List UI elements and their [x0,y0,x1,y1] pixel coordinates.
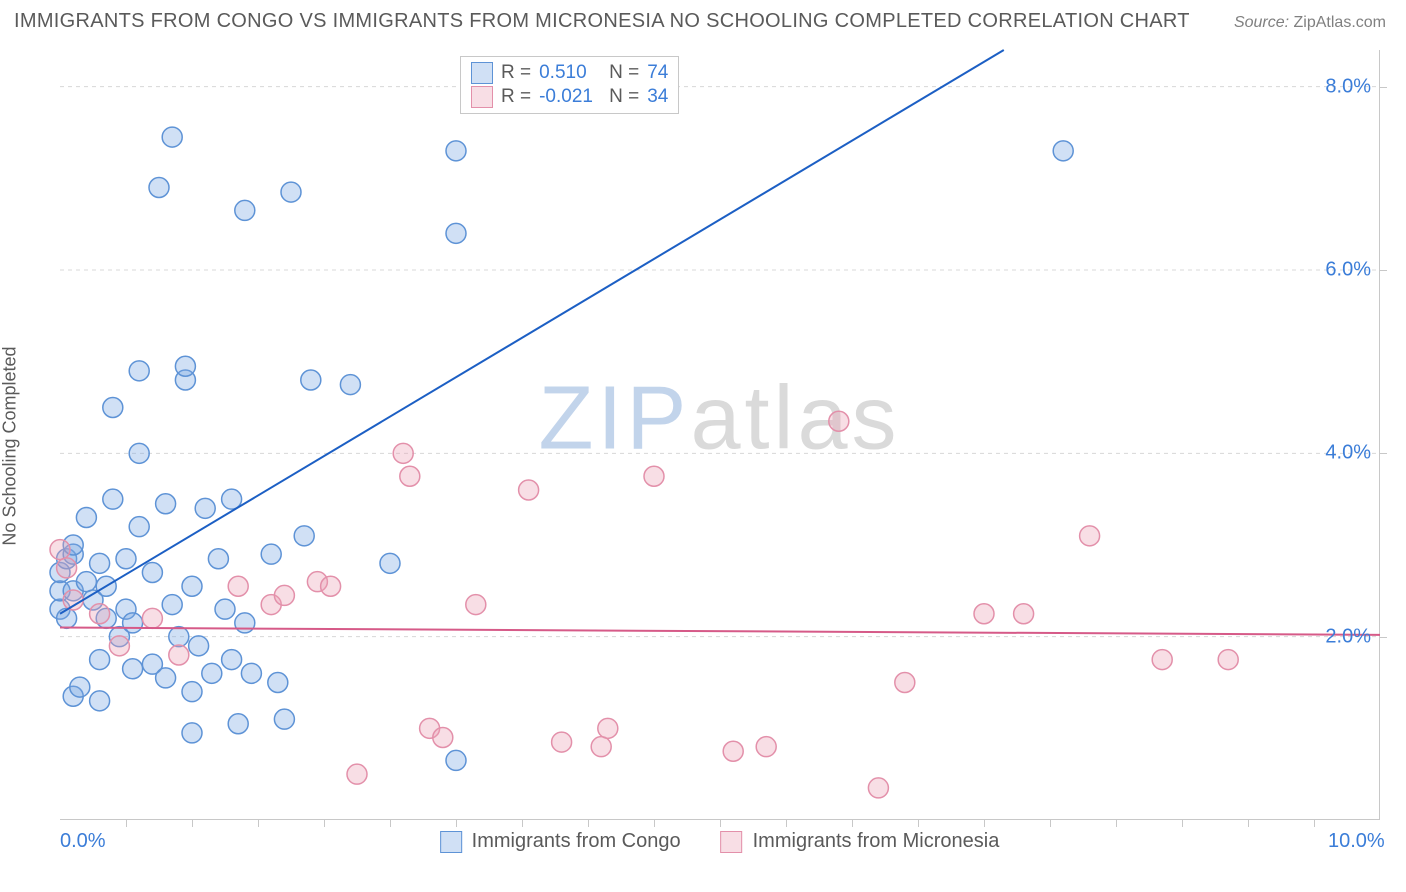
trendline-layer [60,50,1379,819]
trend-line [60,50,1004,614]
x-tick-label: 0.0% [60,830,106,853]
r-label: R = [501,62,531,84]
source-label: Source: [1234,14,1289,31]
r-label: R = [501,86,531,108]
y-tick-label: 4.0% [1325,442,1371,465]
trend-line [60,628,1380,635]
y-axis-label: No Schooling Completed [0,346,21,545]
r-value-micronesia: -0.021 [539,86,601,108]
n-label: N = [609,62,639,84]
legend-label-congo: Immigrants from Congo [472,830,681,853]
legend-row-congo: R = 0.510 N = 74 [471,61,668,85]
n-label: N = [609,86,639,108]
n-value-micronesia: 34 [647,86,668,108]
legend-label-micronesia: Immigrants from Micronesia [753,830,1000,853]
swatch-micronesia [471,86,493,108]
r-value-congo: 0.510 [539,62,601,84]
n-value-congo: 74 [647,62,668,84]
scatter-plot: ZIPatlas R = 0.510 N = 74 R = -0.021 N =… [60,50,1380,820]
series-legend: Immigrants from Congo Immigrants from Mi… [440,830,1000,853]
y-tick-label: 8.0% [1325,75,1371,98]
swatch-congo-bottom [440,831,462,853]
swatch-congo [471,62,493,84]
legend-row-micronesia: R = -0.021 N = 34 [471,85,668,109]
y-tick-label: 6.0% [1325,259,1371,282]
chart-title: IMMIGRANTS FROM CONGO VS IMMIGRANTS FROM… [14,10,1190,33]
legend-item-congo: Immigrants from Congo [440,830,681,853]
correlation-legend: R = 0.510 N = 74 R = -0.021 N = 34 [460,56,679,114]
y-tick-label: 2.0% [1325,625,1371,648]
x-tick-label: 10.0% [1328,830,1385,853]
source-attribution: Source: ZipAtlas.com [1234,14,1386,32]
swatch-micronesia-bottom [721,831,743,853]
source-value: ZipAtlas.com [1294,14,1386,31]
legend-item-micronesia: Immigrants from Micronesia [721,830,1000,853]
